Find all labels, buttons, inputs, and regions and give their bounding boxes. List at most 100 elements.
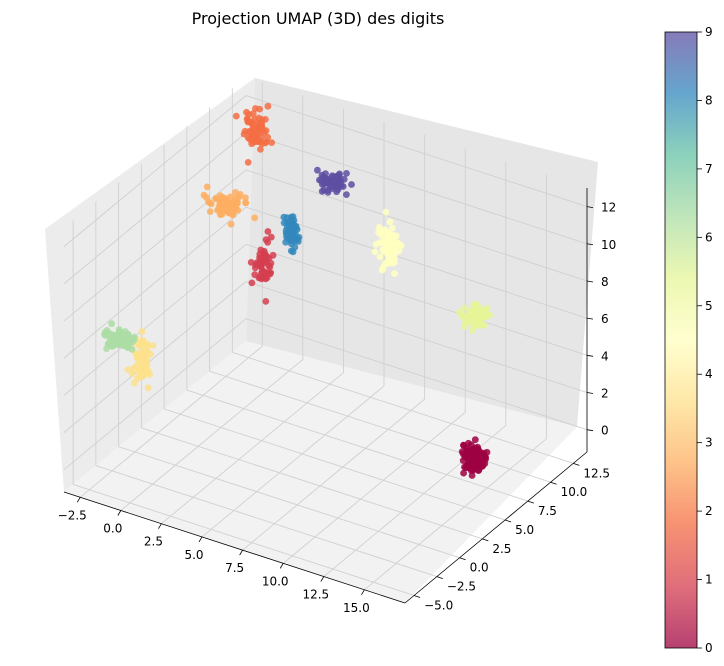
data-point-digit-5	[382, 208, 390, 216]
grid-line-x	[364, 438, 547, 591]
colorbar-tick-label: 0	[705, 641, 713, 655]
data-point-digit-7	[108, 320, 115, 328]
x-tick-mark	[361, 589, 365, 595]
grid-line-z	[245, 169, 588, 282]
data-point-digit-1	[248, 279, 256, 287]
data-point-digit-3	[242, 199, 250, 207]
data-point-digit-3	[206, 199, 214, 207]
data-point-digit-6	[464, 318, 472, 325]
x-tick-label: 0.0	[103, 522, 122, 536]
data-point-digit-3	[251, 214, 259, 222]
data-point-digit-8	[280, 213, 288, 221]
colorbar-tick-label: 9	[705, 25, 713, 39]
grid-line-y	[232, 351, 574, 464]
data-point-digit-9	[340, 175, 348, 183]
z-tick-mark	[586, 206, 594, 208]
data-point-digit-8	[285, 232, 293, 240]
z-tick-mark	[586, 392, 594, 394]
data-point-digit-6	[475, 307, 483, 314]
y-tick-mark	[573, 462, 580, 466]
data-point-digit-8	[292, 222, 300, 230]
data-point-digit-3	[214, 207, 222, 214]
data-point-digit-4	[147, 350, 155, 358]
data-point-digit-3	[227, 220, 235, 228]
data-point-digit-5	[376, 253, 384, 261]
data-point-digit-9	[348, 181, 355, 188]
z-tick-label: 6	[601, 312, 609, 326]
left-pane	[45, 78, 255, 492]
z-tick-mark	[586, 317, 594, 320]
y-tick-label: 5.0	[515, 523, 534, 537]
data-point-digit-7	[101, 329, 109, 336]
data-point-digit-2	[264, 102, 272, 110]
grid-line-z	[63, 206, 247, 359]
data-point-digit-5	[384, 243, 392, 250]
z-tick-label: 2	[601, 387, 609, 401]
data-point-digit-3	[206, 208, 214, 216]
data-point-digit-5	[383, 230, 391, 238]
grid-line-z	[245, 132, 588, 245]
z-axis-tick-labels: 0 2 4 6 8 10 12	[586, 201, 616, 438]
data-point-digit-9	[327, 181, 334, 189]
grid-line-y	[209, 370, 551, 483]
x-tick-label: 10.0	[262, 574, 289, 588]
data-point-digit-9	[343, 170, 350, 177]
x-tick-mark	[76, 497, 81, 503]
colorbar-ticks: 0 1 2 3 4 5 6 7 8 9	[697, 25, 713, 655]
scatter-points	[101, 102, 494, 479]
grid-line-x	[79, 345, 263, 498]
grid-line-x	[120, 359, 304, 511]
data-point-digit-6	[459, 312, 467, 319]
grid-line-x	[282, 412, 466, 564]
data-point-digit-4	[130, 364, 138, 372]
x-tick-label: 2.5	[144, 535, 163, 549]
data-point-digit-8	[283, 219, 291, 226]
colorbar-tick-label: 2	[705, 504, 713, 518]
data-point-digit-0	[483, 448, 491, 456]
data-point-digit-5	[392, 232, 400, 240]
x-tick-label: 12.5	[302, 588, 329, 602]
data-point-digit-1	[258, 275, 265, 283]
data-point-digit-8	[282, 227, 290, 234]
data-point-digit-4	[130, 379, 138, 387]
x-tick-label: −2.5	[58, 508, 87, 522]
z-tick-label: 8	[601, 275, 609, 289]
z-tick-label: 4	[601, 349, 609, 363]
data-point-digit-3	[223, 198, 230, 205]
y-tick-label: −2.5	[447, 580, 476, 594]
data-point-digit-2	[244, 118, 252, 126]
data-point-digit-4	[136, 342, 144, 350]
data-point-digit-9	[336, 183, 343, 191]
data-point-digit-2	[261, 139, 269, 147]
grid-line-y	[95, 465, 437, 578]
data-point-digit-6	[461, 304, 468, 312]
x-tick-mark	[198, 536, 203, 543]
data-point-digit-8	[289, 213, 297, 221]
data-point-digit-4	[138, 328, 146, 335]
colorbar-tick-label: 5	[705, 299, 713, 313]
data-point-digit-2	[257, 146, 264, 153]
y-tick-mark	[527, 500, 534, 504]
grid-line-z	[63, 95, 247, 247]
data-point-digit-2	[243, 108, 250, 116]
data-point-digit-5	[378, 266, 386, 274]
data-point-digit-2	[252, 105, 259, 112]
y-tick-mark	[436, 576, 443, 579]
data-point-digit-2	[262, 127, 270, 135]
data-point-digit-1	[251, 271, 259, 279]
grid-line-y	[118, 446, 460, 559]
data-point-digit-5	[386, 218, 394, 226]
data-point-digit-1	[264, 228, 272, 235]
grid-line-z	[63, 132, 247, 285]
data-point-digit-3	[236, 191, 244, 198]
data-point-digit-4	[136, 370, 144, 378]
grid-line-z	[245, 206, 588, 319]
colorbar	[664, 31, 698, 649]
data-point-digit-4	[128, 370, 136, 377]
bottom-pane	[64, 341, 577, 603]
data-point-digit-5	[375, 224, 383, 231]
data-point-digit-9	[320, 180, 328, 188]
grid-lines	[63, 82, 588, 596]
x-tick-mark	[239, 549, 243, 556]
data-point-digit-5	[376, 239, 384, 246]
